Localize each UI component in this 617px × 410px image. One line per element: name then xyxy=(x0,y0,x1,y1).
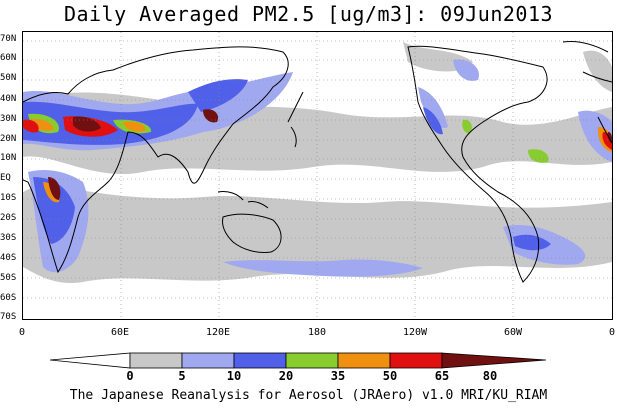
lat-label-10s: 10S xyxy=(0,193,17,203)
map-canvas xyxy=(23,32,612,319)
pm25-map xyxy=(22,31,613,320)
colorbar-segment-50-65 xyxy=(337,352,391,369)
lat-label-70n: 70N xyxy=(0,34,17,44)
lat-label-40s: 40S xyxy=(0,253,17,263)
lat-label-50n: 50N xyxy=(0,73,17,83)
lon-label-60w: 60W xyxy=(503,327,523,338)
lat-label-60n: 60N xyxy=(0,53,17,63)
colorbar-label-20: 20 xyxy=(278,369,294,383)
colorbar-segment-20-35 xyxy=(233,352,287,369)
colorbar-label-35: 35 xyxy=(330,369,346,383)
lat-label-30s: 30S xyxy=(0,233,17,243)
colorbar-segment-35-50 xyxy=(285,352,339,369)
lat-label-eq: EQ xyxy=(0,173,11,183)
colorbar-label-10: 10 xyxy=(226,369,242,383)
map-title: Daily Averaged PM2.5 [ug/m3]: 09Jun2013 xyxy=(63,2,554,26)
lat-label-10n: 10N xyxy=(0,153,17,163)
lat-label-50s: 50S xyxy=(0,273,17,283)
lat-label-20n: 20N xyxy=(0,134,17,144)
colorbar-label-0: 0 xyxy=(126,369,134,383)
lon-label-180: 180 xyxy=(307,327,327,338)
colorbar-segment-5-10 xyxy=(129,352,183,369)
colorbar xyxy=(50,352,547,369)
lat-label-30n: 30N xyxy=(0,114,17,124)
lon-label-60e: 60E xyxy=(110,327,130,338)
colorbar-right-triangle xyxy=(441,352,547,369)
credit-line: The Japanese Reanalysis for Aerosol (JRA… xyxy=(69,388,548,403)
level-20-35-field xyxy=(23,79,551,251)
colorbar-label-80: 80 xyxy=(482,369,498,383)
colorbar-left-triangle xyxy=(50,352,131,369)
lat-label-40n: 40N xyxy=(0,94,17,104)
lat-label-20s: 20S xyxy=(0,213,17,223)
lon-label-0-west: 0 xyxy=(18,327,26,338)
colorbar-segment-65-80 xyxy=(389,352,443,369)
colorbar-segment-10-20 xyxy=(181,352,235,369)
colorbar-label-5: 5 xyxy=(178,369,186,383)
colorbar-label-50: 50 xyxy=(382,369,398,383)
lon-label-120w: 120W xyxy=(402,327,428,338)
lon-label-0-east: 0 xyxy=(608,327,616,338)
lat-label-70s: 70S xyxy=(0,312,17,322)
lon-label-120e: 120E xyxy=(205,327,231,338)
colorbar-label-65: 65 xyxy=(434,369,450,383)
lat-label-60s: 60S xyxy=(0,293,17,303)
coastlines xyxy=(23,41,612,283)
